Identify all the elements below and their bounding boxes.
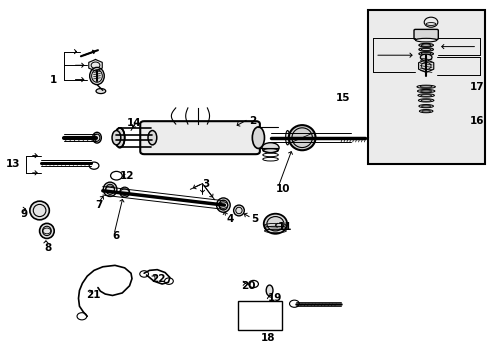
Ellipse shape xyxy=(308,131,312,145)
Ellipse shape xyxy=(288,125,315,150)
Ellipse shape xyxy=(418,104,432,108)
Ellipse shape xyxy=(96,89,105,94)
Text: 8: 8 xyxy=(44,243,52,253)
Ellipse shape xyxy=(120,187,129,197)
Bar xyxy=(367,10,484,164)
Ellipse shape xyxy=(112,131,121,145)
Text: 9: 9 xyxy=(20,209,27,219)
Text: 10: 10 xyxy=(275,184,289,194)
Ellipse shape xyxy=(92,132,101,143)
Text: 4: 4 xyxy=(226,215,234,224)
Text: 1: 1 xyxy=(49,75,57,85)
Text: 19: 19 xyxy=(267,293,282,303)
Ellipse shape xyxy=(40,224,54,238)
Ellipse shape xyxy=(418,99,433,102)
Ellipse shape xyxy=(263,214,286,234)
Ellipse shape xyxy=(418,52,432,55)
Text: 22: 22 xyxy=(151,274,165,284)
Text: 13: 13 xyxy=(6,159,20,169)
Text: 7: 7 xyxy=(95,200,102,210)
Text: 3: 3 xyxy=(202,179,209,189)
Text: 20: 20 xyxy=(241,281,255,291)
FancyBboxPatch shape xyxy=(140,121,259,154)
Ellipse shape xyxy=(418,43,432,47)
Bar xyxy=(238,301,281,330)
Polygon shape xyxy=(89,59,102,71)
Ellipse shape xyxy=(425,23,435,26)
Text: 12: 12 xyxy=(120,171,134,181)
Text: 18: 18 xyxy=(261,333,275,343)
Ellipse shape xyxy=(416,85,434,88)
Ellipse shape xyxy=(417,89,434,93)
Ellipse shape xyxy=(303,131,306,145)
Ellipse shape xyxy=(420,54,431,60)
Ellipse shape xyxy=(291,131,295,145)
Ellipse shape xyxy=(233,205,244,216)
Text: 21: 21 xyxy=(85,290,100,300)
Text: 11: 11 xyxy=(277,222,292,231)
Polygon shape xyxy=(418,59,433,72)
Ellipse shape xyxy=(418,48,432,51)
Ellipse shape xyxy=(30,201,49,220)
Text: 5: 5 xyxy=(251,215,258,224)
Ellipse shape xyxy=(89,67,104,85)
Ellipse shape xyxy=(415,39,436,42)
Ellipse shape xyxy=(103,182,117,197)
Ellipse shape xyxy=(216,198,230,212)
Ellipse shape xyxy=(265,285,272,296)
Ellipse shape xyxy=(146,128,156,148)
Text: 6: 6 xyxy=(112,231,120,240)
Text: 17: 17 xyxy=(469,82,484,92)
Text: 15: 15 xyxy=(336,93,350,103)
Ellipse shape xyxy=(419,109,432,113)
Text: 2: 2 xyxy=(248,116,255,126)
Ellipse shape xyxy=(252,127,264,148)
Ellipse shape xyxy=(148,131,157,145)
Ellipse shape xyxy=(297,131,301,145)
Ellipse shape xyxy=(115,128,124,148)
Ellipse shape xyxy=(262,143,279,153)
FancyBboxPatch shape xyxy=(413,30,437,40)
Ellipse shape xyxy=(417,94,433,97)
Text: 16: 16 xyxy=(469,116,484,126)
Text: 14: 14 xyxy=(127,118,142,128)
Ellipse shape xyxy=(285,131,289,145)
